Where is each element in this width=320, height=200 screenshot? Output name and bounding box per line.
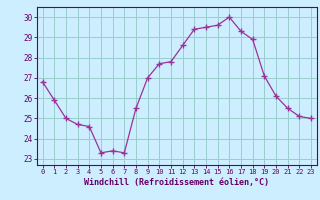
X-axis label: Windchill (Refroidissement éolien,°C): Windchill (Refroidissement éolien,°C): [84, 178, 269, 187]
